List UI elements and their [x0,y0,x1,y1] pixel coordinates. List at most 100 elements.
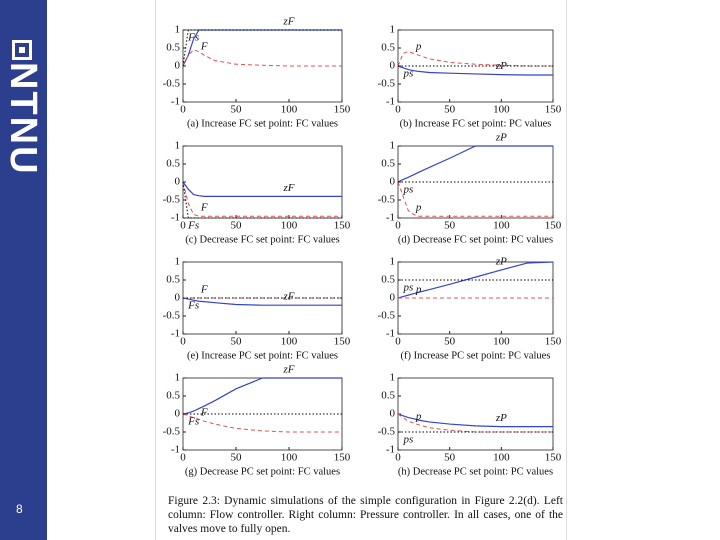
x-tick-label: 0 [395,452,401,464]
caption: Figure 2.3: Dynamic simulations of the s… [168,495,563,535]
x-tick-label: 100 [281,104,298,116]
y-tick-label: -1 [171,444,180,456]
series-line [182,49,342,67]
y-tick-label: 1 [390,24,396,36]
y-tick-label: 0 [175,292,181,304]
chart-subtitle: (d) Decrease FC set point: PC values [398,234,553,245]
series-label: zF [283,291,295,303]
series-line [397,261,554,299]
x-tick-label: 100 [493,220,510,232]
series-label: ps [402,68,413,80]
y-tick-label: -0.5 [378,310,396,322]
series-label: Fs [187,300,199,312]
series-label: zP [495,255,507,267]
y-tick-label: 0 [390,292,396,304]
x-tick-label: 50 [444,104,456,116]
chart-subtitle: (g) Decrease PC set point: FC values [185,466,340,477]
x-tick-label: 50 [444,220,456,232]
y-tick-label: -0.5 [378,78,396,90]
chart-subtitle: (e) Increase PC set point: FC values [187,350,338,361]
series-label: p [415,202,422,214]
x-tick-label: 100 [281,220,298,232]
series-line [397,413,553,433]
x-tick-label: 0 [180,452,186,464]
x-tick-label: 100 [281,336,298,348]
y-tick-label: 0.5 [381,274,395,286]
x-tick-label: 100 [281,452,298,464]
series-label: Fs [187,416,199,428]
series-label: zF [283,16,295,28]
y-tick-label: -1 [386,444,395,456]
chart-subtitle: (f) Increase PC set point: PC values [401,350,551,361]
y-tick-label: -0.5 [163,194,181,206]
x-tick-label: 0 [180,220,186,232]
series-line [182,413,342,433]
y-tick-label: -1 [171,96,180,108]
x-tick-label: 0 [180,104,186,116]
chart-subtitle: (b) Increase FC set point: PC values [400,118,552,129]
y-tick-label: -1 [386,212,395,224]
x-tick-label: 0 [395,104,401,116]
series-label: Fs [187,220,199,232]
y-tick-label: -0.5 [378,426,396,438]
series-label: p [415,41,422,53]
series-line [182,181,342,197]
y-tick-label: 1 [175,372,181,384]
y-tick-label: 0 [390,408,396,420]
series-label: zF [283,364,295,376]
x-tick-label: 0 [180,336,186,348]
series-label: F [200,202,208,214]
x-tick-label: 150 [334,104,351,116]
y-tick-label: -1 [171,212,180,224]
chart-subtitle: (c) Decrease FC set point: FC values [185,234,340,245]
y-tick-label: 0.5 [381,42,395,54]
y-tick-label: 0.5 [166,274,180,286]
y-tick-label: 0.5 [166,42,180,54]
y-tick-label: 0 [175,176,181,188]
series-line [397,51,553,67]
x-tick-label: 150 [334,336,351,348]
series-line [397,181,553,217]
x-tick-label: 150 [545,336,562,348]
chart-subtitle: (h) Decrease PC set point: PC values [398,466,553,477]
series-line [182,29,342,67]
x-tick-label: 150 [334,220,351,232]
y-tick-label: 0 [390,60,396,72]
y-tick-label: -0.5 [163,78,181,90]
series-label: zF [283,182,295,194]
x-tick-label: 0 [395,336,401,348]
y-tick-label: -0.5 [163,310,181,322]
x-tick-label: 150 [545,220,562,232]
series-line [397,145,553,183]
series-line [182,29,342,67]
series-label: zP [495,132,507,144]
series-label: p [415,410,422,422]
series-label: F [200,284,208,296]
x-tick-label: 150 [545,452,562,464]
series-line [182,181,342,219]
x-tick-label: 50 [231,452,243,464]
series-line [182,377,342,415]
x-tick-label: 50 [231,336,243,348]
y-tick-label: 0 [175,60,181,72]
y-tick-label: 0 [390,176,396,188]
series-label: zP [495,412,507,424]
y-tick-label: -0.5 [378,194,396,206]
x-tick-label: 100 [493,104,510,116]
x-tick-label: 100 [493,336,510,348]
series-label: ps [402,282,413,294]
y-tick-label: 0.5 [166,158,180,170]
x-tick-label: 100 [493,452,510,464]
x-tick-label: 50 [231,104,243,116]
page-number: 8 [16,502,23,516]
series-line [182,181,342,217]
y-tick-label: 1 [390,256,396,268]
y-tick-label: 1 [390,372,396,384]
series-label: F [200,41,208,53]
series-label: F [200,407,208,419]
series-line [397,65,553,76]
y-tick-label: 0.5 [381,158,395,170]
chart-subtitle: (a) Increase FC set point: FC values [187,118,338,129]
side-bar: NTNU 8 [0,0,47,540]
